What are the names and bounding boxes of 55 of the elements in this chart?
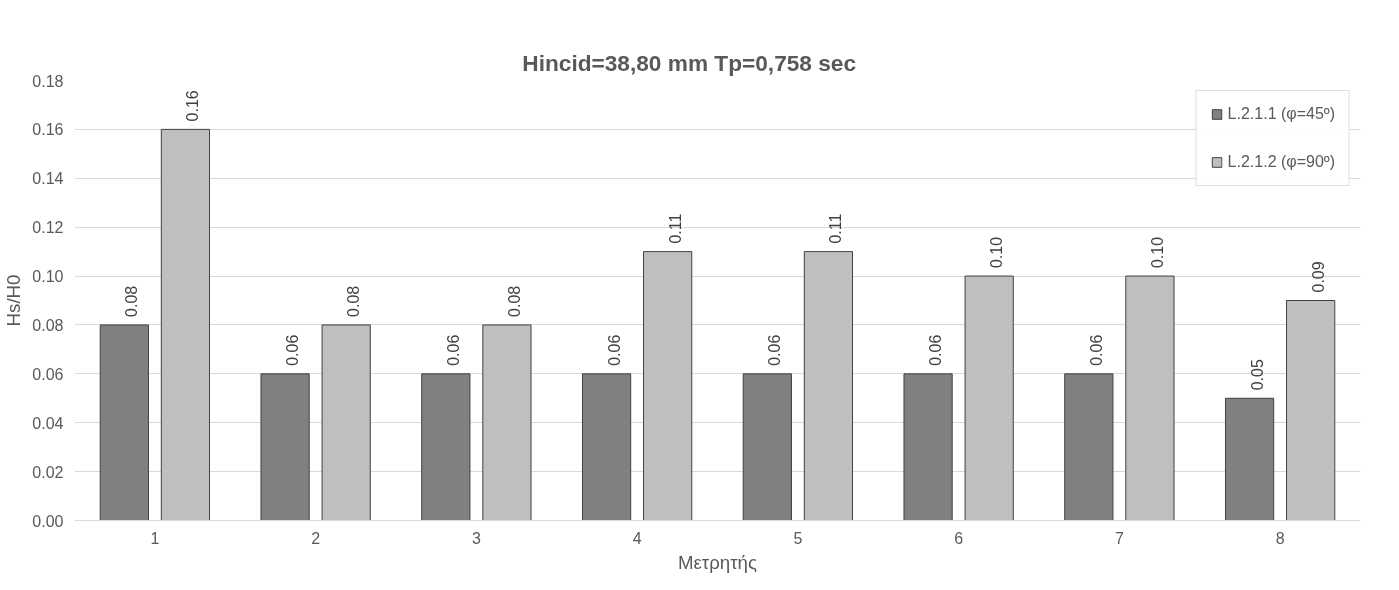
x-tick-label: 7 xyxy=(1114,529,1124,547)
data-label: 0.08 xyxy=(345,285,363,317)
x-tick-label: 4 xyxy=(632,529,642,547)
data-label: 0.11 xyxy=(666,213,684,244)
bar xyxy=(1224,397,1275,521)
chart-title: Hincid=38,80 mm Tp=0,758 sec xyxy=(522,49,857,76)
data-label: 0.06 xyxy=(1087,334,1105,366)
y-tick-label: 0.18 xyxy=(32,72,64,90)
data-label: 0.08 xyxy=(505,285,523,317)
x-tick-label: 5 xyxy=(793,529,803,547)
legend-label: L.2.1.2 (φ=90º) xyxy=(1227,153,1335,171)
y-tick-label: 0.04 xyxy=(32,414,64,432)
y-tick-label: 0.10 xyxy=(32,268,64,286)
x-tick-label: 6 xyxy=(954,529,964,547)
x-tick-label: 8 xyxy=(1275,529,1285,547)
x-tick-label: 3 xyxy=(471,529,481,547)
bar xyxy=(1125,275,1175,521)
y-tick-label: 0.12 xyxy=(32,219,64,237)
x-tick-label: 2 xyxy=(311,529,321,547)
y-axis-title: Hs/H0 xyxy=(3,274,25,327)
x-tick-label: 1 xyxy=(150,529,160,547)
bar xyxy=(742,373,792,521)
bar xyxy=(643,251,693,521)
y-tick-label: 0.14 xyxy=(32,170,64,188)
data-label: 0.06 xyxy=(444,334,462,366)
bar xyxy=(581,373,632,521)
bar xyxy=(421,373,471,521)
data-label: 0.06 xyxy=(284,334,302,366)
y-tick-label: 0.06 xyxy=(32,365,64,383)
data-label: 0.06 xyxy=(927,334,945,366)
data-label: 0.11 xyxy=(827,213,845,244)
y-tick-label: 0.00 xyxy=(32,512,64,530)
y-tick-label: 0.08 xyxy=(32,316,64,334)
bar xyxy=(803,251,854,521)
y-tick-label: 0.02 xyxy=(32,463,64,481)
data-label: 0.10 xyxy=(1148,236,1166,269)
data-label: 0.06 xyxy=(766,334,784,366)
bar xyxy=(321,324,371,521)
bar xyxy=(903,373,953,521)
data-label: 0.10 xyxy=(988,236,1006,269)
bar xyxy=(1286,300,1336,521)
bar xyxy=(482,324,532,521)
data-label: 0.08 xyxy=(123,285,141,317)
data-label: 0.09 xyxy=(1309,261,1327,293)
bar xyxy=(160,128,211,521)
legend-label: L.2.1.1 (φ=45º) xyxy=(1227,105,1335,123)
bar xyxy=(99,324,149,521)
data-label: 0.06 xyxy=(605,334,623,366)
y-tick-label: 0.16 xyxy=(32,121,64,139)
bar xyxy=(260,373,310,521)
x-axis-title: Μετρητής xyxy=(678,551,757,573)
bar xyxy=(964,275,1014,521)
bar xyxy=(1064,373,1114,521)
data-label: 0.05 xyxy=(1248,359,1266,391)
data-label: 0.16 xyxy=(184,90,202,122)
